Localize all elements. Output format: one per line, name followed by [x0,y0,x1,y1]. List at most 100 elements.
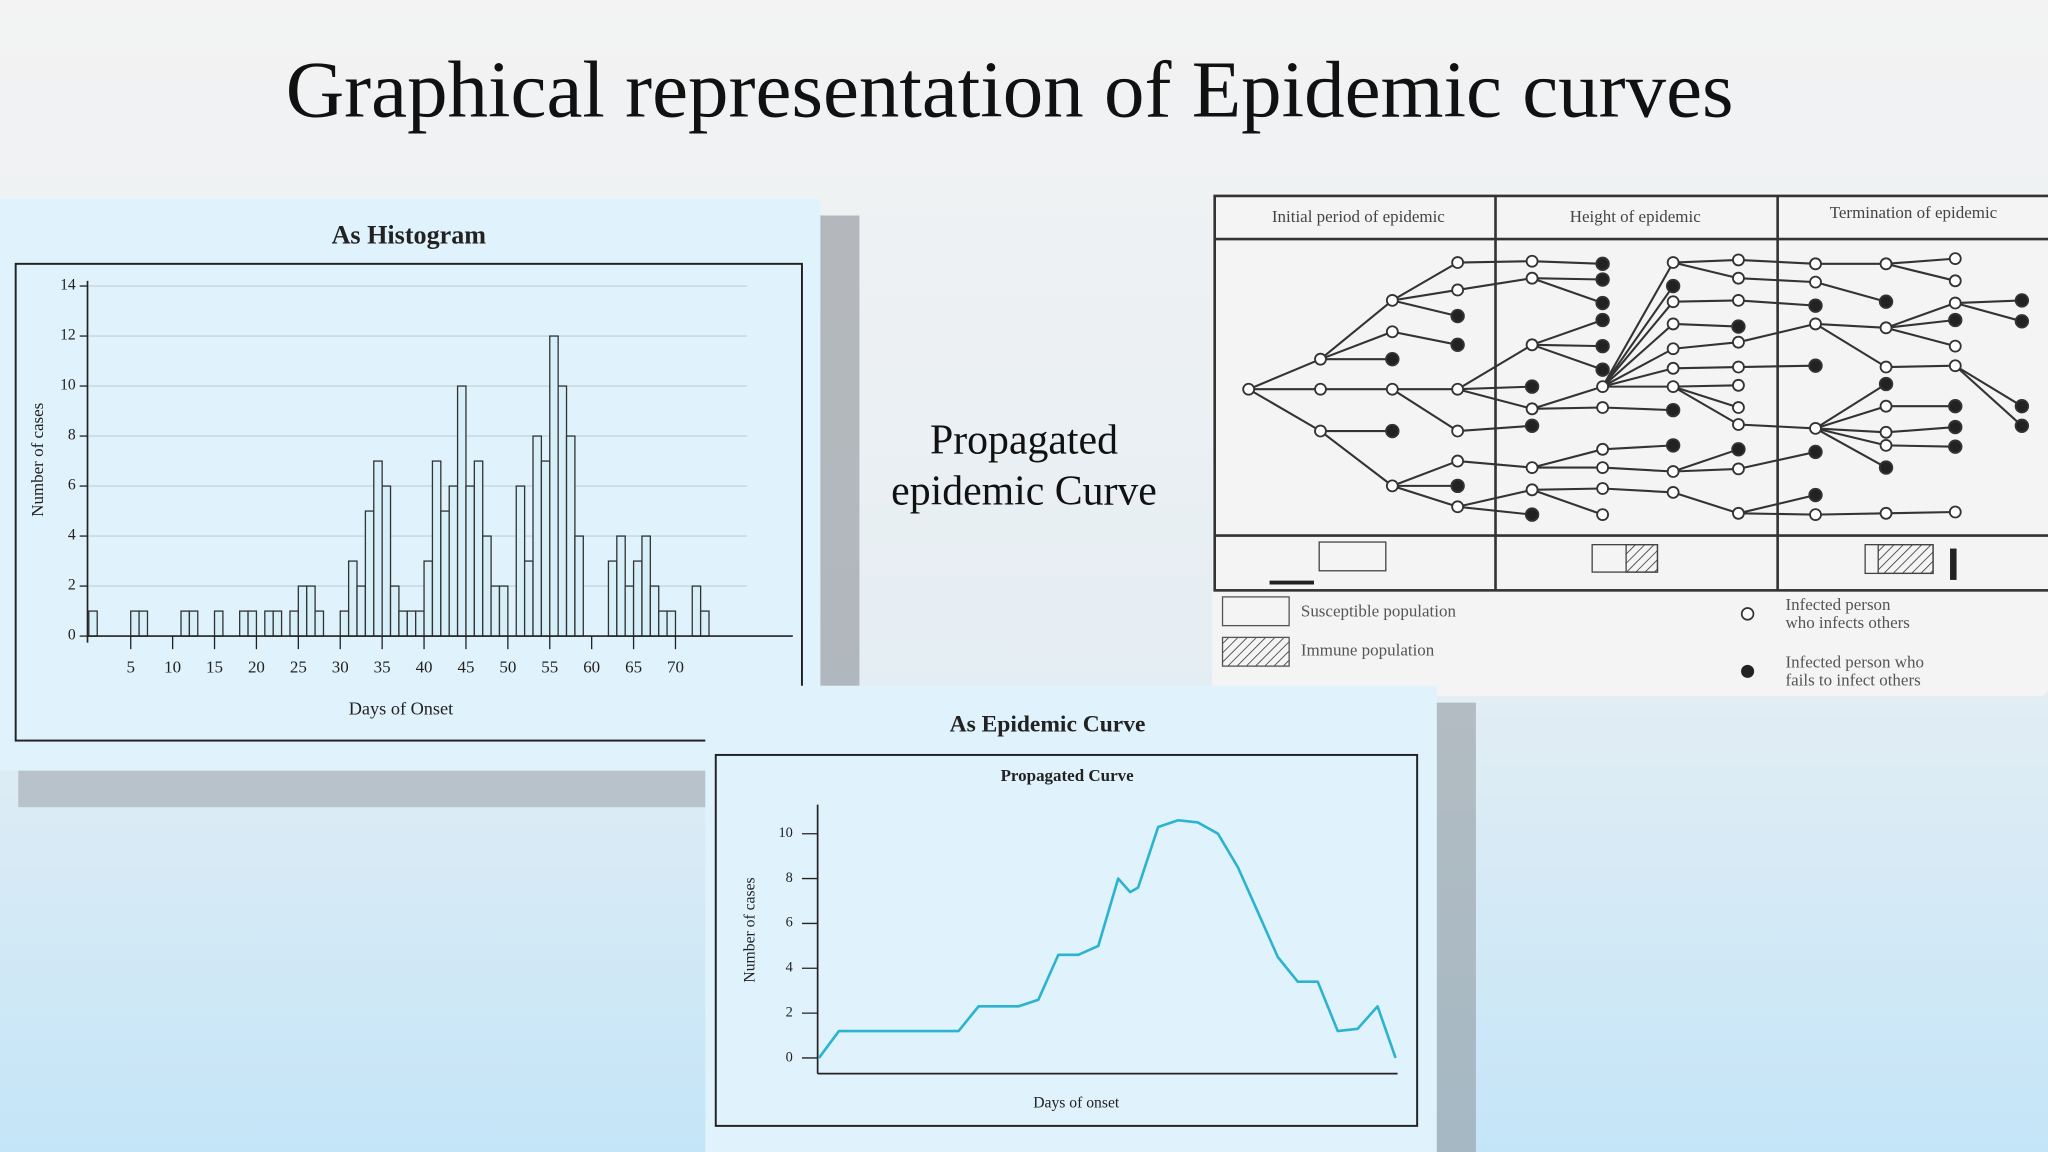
bar [658,610,668,637]
node [1596,508,1610,522]
edge [1738,494,1816,515]
legend-text: Infected person [1785,595,1891,614]
node [1666,317,1680,331]
node [1948,312,1963,328]
bar [239,610,249,637]
node [1809,317,1822,331]
legend-text: Susceptible population [1301,601,1457,620]
frame [1213,194,2048,592]
node [1596,442,1610,456]
node [1948,252,1962,266]
x-tick-label: 10 [164,658,181,677]
node [1808,487,1823,503]
node [1809,422,1822,435]
node [1525,254,1539,268]
edge [1391,388,1459,432]
edge [1457,460,1533,469]
bar [373,460,383,637]
x-tick-label: 70 [667,658,684,677]
edge [1602,444,1674,451]
bar [415,610,425,637]
bar [540,460,551,637]
node [1732,378,1745,392]
node [1948,296,1962,310]
frame [14,262,803,742]
bar [297,585,308,637]
edge [1673,467,1739,473]
node [1948,419,1963,435]
node [1450,308,1465,324]
edge [1738,322,1816,344]
bar [314,610,325,637]
node [1314,382,1327,396]
bar [440,510,450,637]
node [1385,382,1399,396]
node [1451,424,1465,438]
panel [1212,192,2048,697]
node [1451,454,1465,468]
bar [616,535,626,637]
legend-text: Infected person who [1785,652,1924,671]
edge [1532,277,1603,281]
node [1948,505,1962,519]
edge [1955,299,2022,305]
edge [1673,258,1739,264]
edge [1885,426,1956,434]
edge [1531,448,1603,469]
edge [1814,323,1887,368]
edge [1392,288,1458,302]
node [1525,461,1539,474]
chart-subtitle: Propagated Curve [1001,766,1135,785]
bar [523,560,534,637]
x-tick-label: 65 [625,658,642,677]
bar [515,485,526,637]
bar [339,610,350,637]
node [1595,295,1610,311]
edge [1457,343,1533,391]
y-tick-label: 14 [60,277,76,294]
node [1385,294,1399,307]
bar [247,610,258,637]
node [1732,271,1745,285]
edge [1532,260,1603,265]
node [1948,359,1962,373]
node [1878,460,1894,475]
node [1948,399,1963,414]
node [1451,256,1465,269]
node [1314,352,1327,366]
x-tick-label: 15 [206,658,223,677]
edge [1531,277,1603,305]
y-tick-label: 6 [786,915,793,931]
edge [1531,488,1603,516]
edge [1673,384,1739,388]
edge [1532,406,1603,410]
edge [1886,510,1956,515]
node [1879,360,1893,374]
y-axis-label: Number of cases [28,403,47,517]
y-tick-label: 8 [68,427,76,444]
y-tick-label: 4 [68,527,76,544]
node [1451,382,1465,396]
shadow [1436,702,1476,1152]
edge [1673,365,1739,370]
bar [565,435,576,637]
edge [1457,260,1533,264]
x-tick-label: 60 [583,658,600,677]
edge [1320,330,1393,361]
edge [1392,330,1458,346]
bar [498,585,509,637]
edge [1532,343,1603,348]
legend-text: who infects others [1785,613,1909,632]
node [1524,507,1540,522]
node [1732,462,1745,476]
node [1450,337,1465,353]
edge [1672,261,1739,280]
node [1948,439,1963,454]
node [1595,256,1610,272]
node [1595,338,1610,354]
x-tick-label: 25 [290,658,307,677]
node [1524,418,1540,433]
edge [1815,281,1887,303]
edge [1886,364,1956,369]
edge [1954,364,2023,408]
